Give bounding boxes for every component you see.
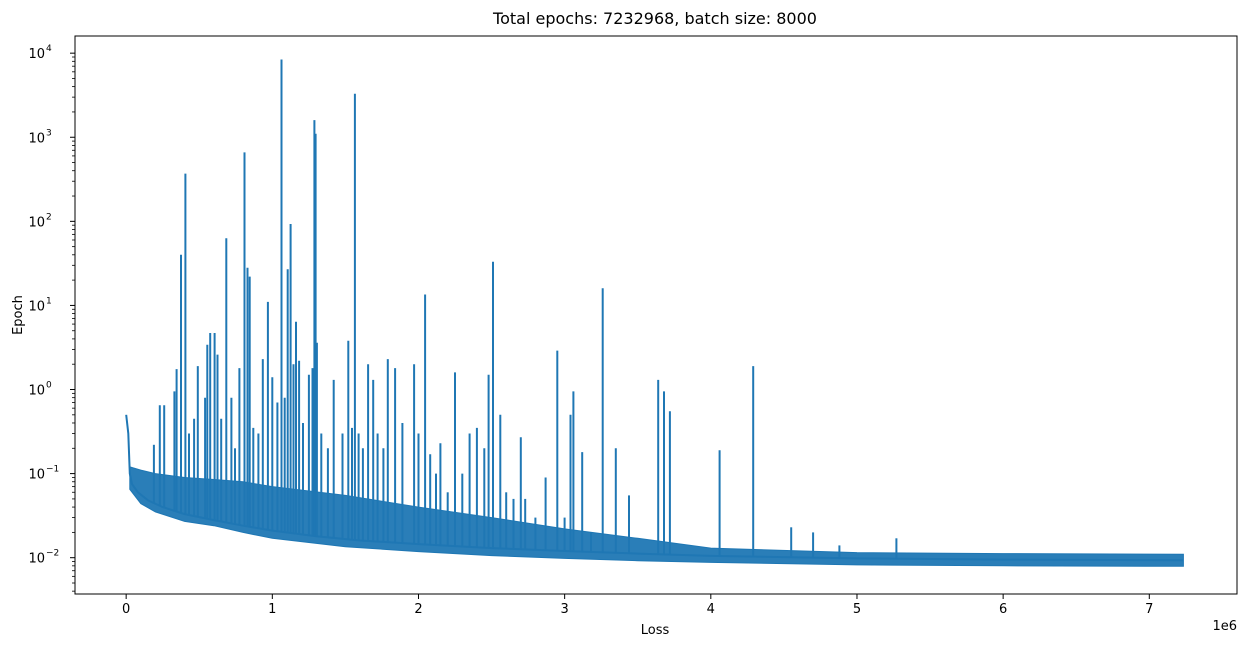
chart-title: Total epochs: 7232968, batch size: 8000 xyxy=(492,9,817,28)
x-axis: 0 1 2 3 4 5 6 7 xyxy=(122,594,1153,617)
x-tick-label: 7 xyxy=(1145,602,1153,617)
x-tick-label: 1 xyxy=(268,602,276,617)
x-tick-label: 4 xyxy=(707,602,715,617)
y-tick-label: 10 xyxy=(28,215,45,230)
x-tick-label: 0 xyxy=(122,602,130,617)
y-tick-exponent: −2 xyxy=(46,549,59,559)
y-tick-exponent: 4 xyxy=(46,44,52,54)
y-tick-exponent: 2 xyxy=(46,212,52,222)
y-tick-exponent: 1 xyxy=(46,296,52,306)
y-tick-label: 10 xyxy=(28,47,45,62)
y-tick-exponent: −1 xyxy=(46,465,59,475)
x-axis-label: Loss xyxy=(641,623,670,638)
x-tick-label: 2 xyxy=(414,602,422,617)
x-axis-offset-label: 1e6 xyxy=(1212,619,1237,634)
y-tick-exponent: 0 xyxy=(46,381,52,391)
y-tick-exponent: 3 xyxy=(46,128,52,138)
y-tick-label: 10 xyxy=(28,384,45,399)
x-tick-label: 5 xyxy=(853,602,861,617)
x-tick-label: 6 xyxy=(999,602,1007,617)
y-tick-label: 10 xyxy=(28,552,45,567)
y-axis-label: Epoch xyxy=(11,295,26,335)
x-tick-label: 3 xyxy=(561,602,569,617)
plot-area xyxy=(125,59,1184,567)
axes-frame xyxy=(74,35,1238,595)
y-tick-label: 10 xyxy=(28,299,45,314)
y-tick-label: 10 xyxy=(28,468,45,483)
y-tick-label: 10 xyxy=(28,131,45,146)
